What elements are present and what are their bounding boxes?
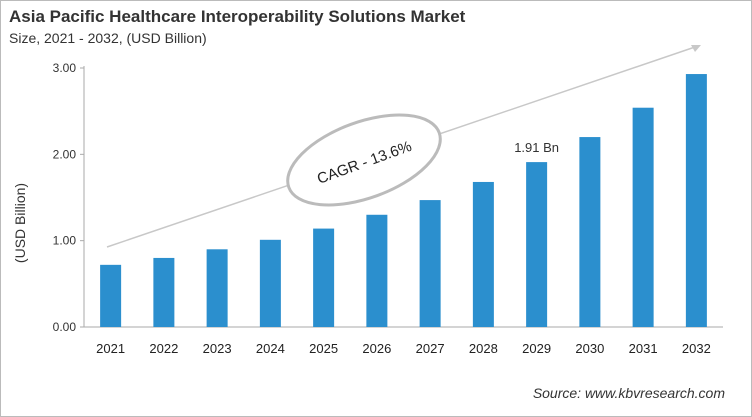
- data-label: 1.91 Bn: [514, 140, 559, 155]
- bar-2024: [259, 239, 281, 327]
- cagr-ellipse: [286, 113, 442, 207]
- y-tick-label: 0.00: [53, 320, 77, 334]
- bar-2032: [685, 74, 707, 327]
- source-note: Source: www.kbvresearch.com: [532, 385, 725, 401]
- bar-2028: [472, 181, 494, 327]
- bar-2029: [526, 162, 548, 327]
- bar-2030: [579, 137, 601, 327]
- y-tick-label: 1.00: [53, 234, 77, 248]
- bar-2031: [632, 107, 654, 327]
- x-tick-label: 2030: [575, 341, 604, 356]
- x-tick-label: 2027: [416, 341, 445, 356]
- x-tick-label: 2022: [149, 341, 178, 356]
- bar-2022: [153, 257, 175, 327]
- y-tick-label: 3.00: [53, 61, 77, 75]
- bar-2027: [419, 200, 441, 327]
- x-tick-label: 2028: [469, 341, 498, 356]
- bar-2026: [366, 214, 388, 327]
- x-tick-label: 2026: [362, 341, 391, 356]
- bar-2025: [313, 228, 335, 327]
- bar-2021: [100, 264, 122, 327]
- chart-subtitle: Size, 2021 - 2032, (USD Billion): [9, 30, 207, 46]
- bar-2023: [206, 249, 228, 327]
- x-tick-label: 2025: [309, 341, 338, 356]
- trend-arrow-head: [691, 45, 701, 52]
- x-tick-label: 2029: [522, 341, 551, 356]
- x-tick-label: 2024: [256, 341, 285, 356]
- x-tick-label: 2031: [629, 341, 658, 356]
- y-axis-label: (USD Billion): [12, 183, 28, 263]
- x-tick-label: 2032: [682, 341, 711, 356]
- x-tick-label: 2021: [96, 341, 125, 356]
- x-tick-label: 2023: [203, 341, 232, 356]
- y-tick-label: 2.00: [53, 147, 77, 161]
- chart-title: Asia Pacific Healthcare Interoperability…: [9, 7, 466, 26]
